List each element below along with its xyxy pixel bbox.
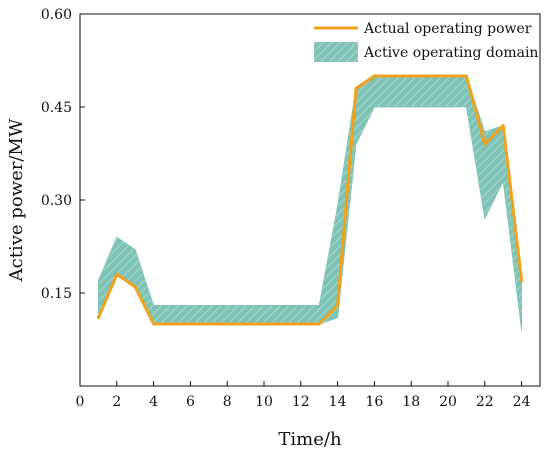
legend-swatch-active-operating-domain [314, 42, 358, 62]
x-tick-label: 2 [112, 394, 121, 410]
y-tick-label: 0.45 [41, 100, 72, 116]
x-tick-label: 20 [439, 394, 457, 410]
x-tick-label: 18 [402, 394, 420, 410]
x-tick-label: 4 [149, 394, 158, 410]
y-axis-title: Active power/MW [6, 118, 27, 282]
plot-frame [79, 13, 541, 387]
y-tick-label: 0.15 [41, 286, 72, 302]
plot-area [96, 74, 524, 331]
x-axis-title: Time/h [278, 429, 342, 450]
legend-label-active-operating-domain: Active operating domain [363, 45, 538, 61]
x-tick-label: 0 [76, 394, 85, 410]
x-tick-label: 12 [292, 394, 310, 410]
x-tick-label: 6 [186, 394, 195, 410]
axes: 0 2 4 6 8 10 12 14 16 18 20 22 240.150.300.450.60 [41, 7, 541, 410]
x-tick-label: 24 [513, 394, 531, 410]
x-tick-label: 14 [329, 394, 347, 410]
x-tick-label: 22 [476, 394, 494, 410]
legend: Actual operating power Active operating … [314, 21, 538, 62]
x-tick-label: 16 [365, 394, 383, 410]
x-tick-label: 8 [223, 394, 232, 410]
active-operating-domain-band [98, 75, 522, 331]
legend-label-actual-operating-power: Actual operating power [363, 21, 532, 37]
actual-operating-power-line [96, 74, 524, 326]
x-tick-label: 10 [255, 394, 273, 410]
y-tick-label: 0.30 [41, 193, 72, 209]
y-tick-label: 0.60 [41, 7, 72, 23]
